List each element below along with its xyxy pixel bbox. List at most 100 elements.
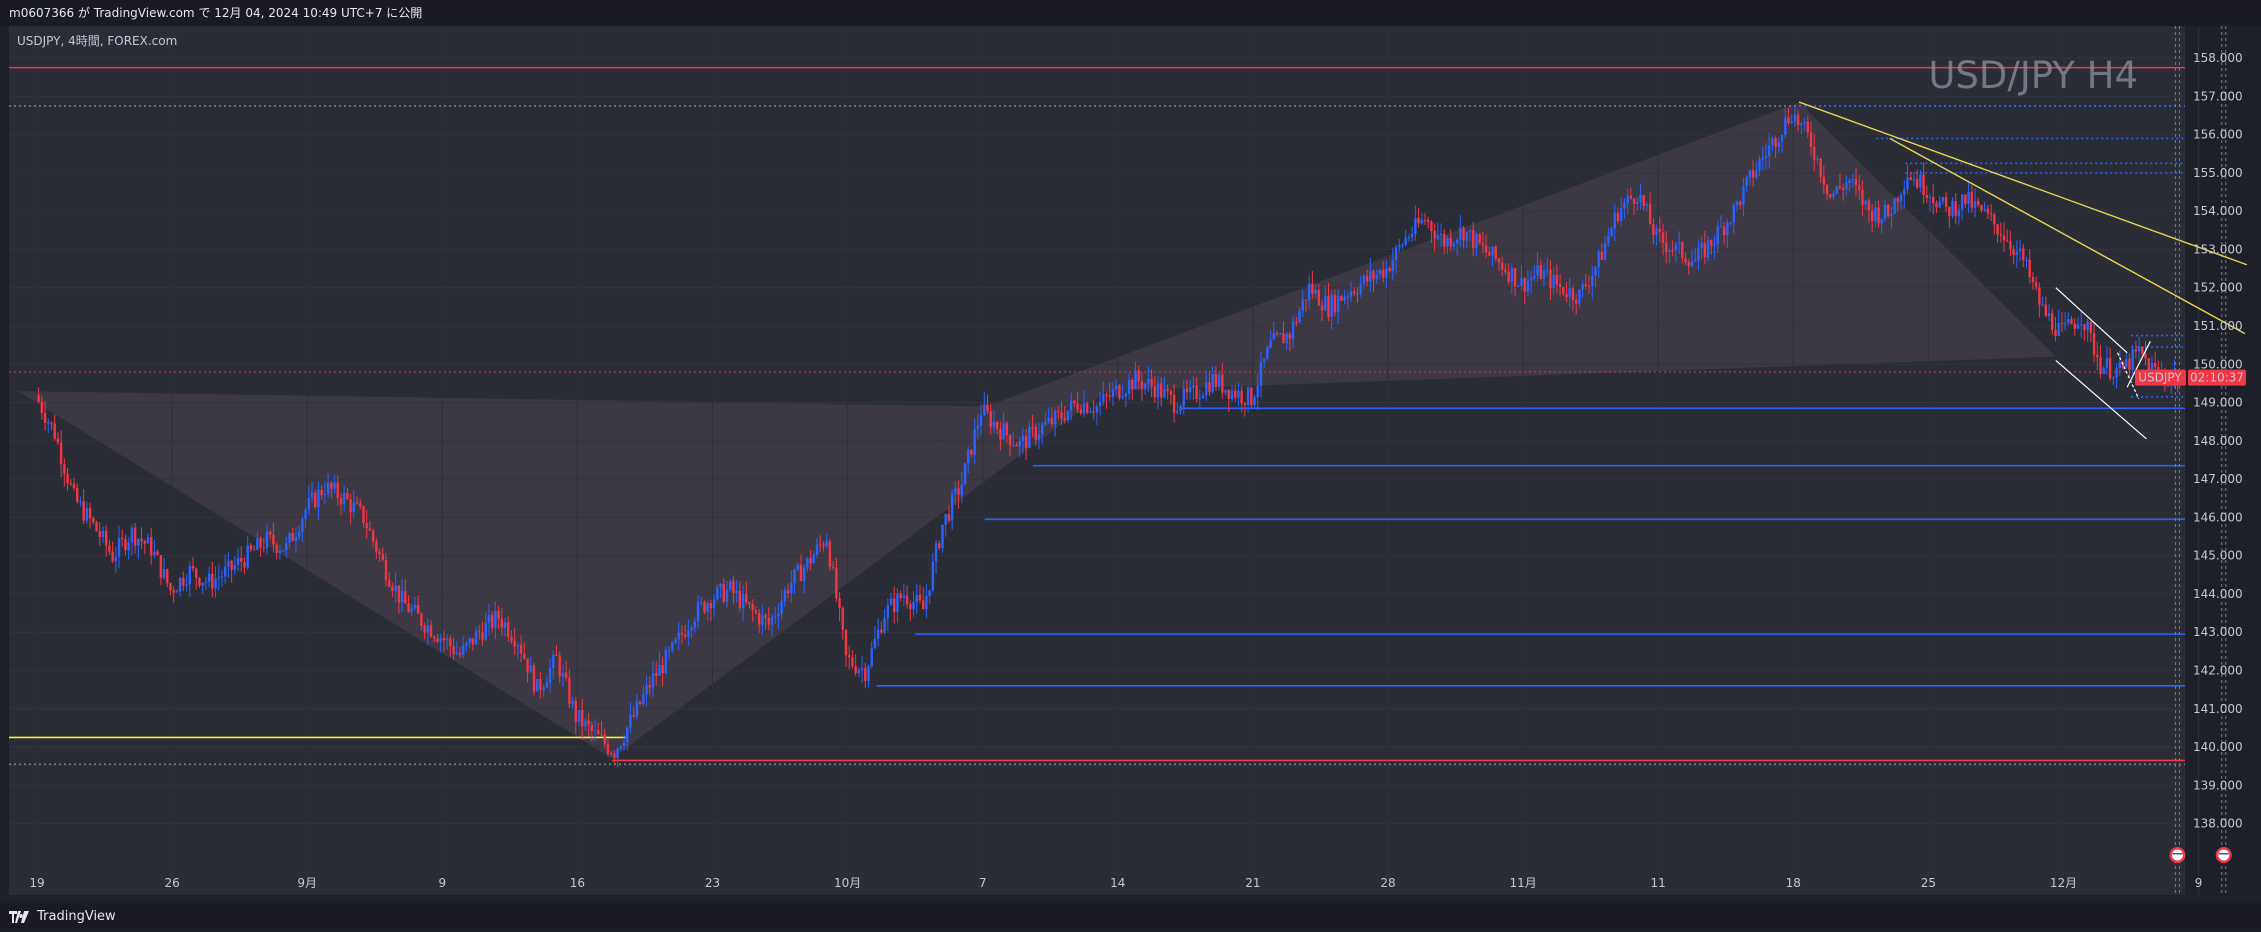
candle-body [413,604,417,609]
candle-body [777,613,780,617]
candle-body [420,613,423,627]
economic-events[interactable] [2169,847,2232,863]
candle-body [1446,237,1449,247]
price-badge-countdown: 02:10:37 [2190,371,2244,385]
candle-body [1841,188,1845,190]
candle-body [1517,285,1520,287]
candle-body [149,537,153,556]
candle-body [1973,201,1977,208]
candle-body [1362,275,1366,284]
candle-body [442,637,446,641]
candle-body [240,558,243,562]
candle-body [1459,227,1462,240]
candle-body [156,551,159,556]
candle-body [2044,304,2048,316]
candle-body [790,583,793,594]
candle-body [1851,178,1855,180]
candle-body [523,653,526,659]
price-tick-label: 150.000 [2193,357,2243,371]
us-flag-icon[interactable] [2169,847,2186,863]
price-chart[interactable]: USDJPY, 4時間, FOREX.com USD/JPY H4 158.00… [0,26,2261,903]
candle-body [101,530,105,538]
candle-body [1690,261,1694,267]
candle-body [973,428,976,455]
candle-body [2089,321,2093,334]
candle-body [1546,269,1549,271]
candle-body [1057,411,1060,413]
tradingview-logo[interactable]: TradingView [9,903,116,932]
candle-body [1439,233,1443,236]
candle-body [1214,373,1218,387]
candle-body [220,576,224,578]
candle-body [53,423,56,439]
price-axis[interactable]: 158.000 157.000 156.000 155.000 154.000 153.0… [2193,51,2243,831]
candle-body [896,593,899,612]
candle-body [2134,349,2138,352]
candle-body [764,615,767,618]
candle-body [124,538,127,551]
trend-line[interactable] [1798,101,2248,266]
candle-body [1179,405,1182,412]
time-axis[interactable]: 19 26 9月 9 16 23 10月 7 14 21 28 11月 11 18 25 12月 9 [29,876,2202,890]
candle-body [1208,382,1211,393]
candle-body [236,558,240,565]
candle-body [638,701,642,705]
candle-body [983,404,986,416]
price-tick-label: 154.000 [2193,204,2243,218]
candle-body [2067,319,2070,324]
candle-body [1353,291,1356,294]
candle-body [1980,204,1983,211]
candle-body [178,577,182,592]
channel-line[interactable] [2055,287,2128,354]
candle-body [2009,241,2012,250]
candle-body [371,530,375,542]
candle-body [1143,383,1147,389]
candle-body [864,668,867,681]
candle-body [693,621,697,628]
channel-line[interactable] [2055,359,2147,440]
candle-body [2125,359,2128,368]
candle-body [1385,268,1388,278]
candle-body [449,638,452,647]
candle-body [1124,393,1128,397]
candle-body [2153,362,2157,368]
candle-body [1948,206,1951,217]
candle-body [1491,246,1494,256]
trend-line[interactable] [1889,137,2246,335]
event-icon-stripe [2172,853,2183,855]
candle-body [1256,385,1259,398]
candle-body [1652,224,1655,236]
candle-body [809,557,812,564]
candle-body [1848,179,1851,184]
candle-body [1243,403,1247,405]
candle-body [902,595,906,598]
candle-body [1279,333,1282,335]
candle-body [606,743,610,754]
candle-body [117,538,121,557]
candle-body [507,622,510,637]
descending-channel[interactable] [2055,287,2151,440]
candle-body [645,684,648,695]
candle-body [1915,179,1919,188]
candle-body [211,573,214,589]
candle-body [1349,291,1353,297]
candle-body [1481,243,1485,246]
candle-body [1272,333,1276,340]
candle-body [481,632,484,640]
candle-body [304,509,307,520]
candle-body [2108,358,2112,379]
candle-body [50,422,53,424]
us-flag-icon[interactable] [2215,847,2232,863]
candle-body [1285,333,1288,344]
breakout-arrow [2126,341,2151,388]
candle-body [954,488,957,494]
candle-body [1732,205,1735,223]
candle-body [1018,440,1021,447]
candle-body [1166,389,1169,392]
time-tick-label: 28 [1380,876,1395,890]
price-tick-label: 142.000 [2193,663,2243,677]
trend-lines[interactable] [1798,101,2248,335]
candle-body [1079,409,1083,414]
candle-body [1324,296,1327,311]
candle-body [47,422,50,424]
